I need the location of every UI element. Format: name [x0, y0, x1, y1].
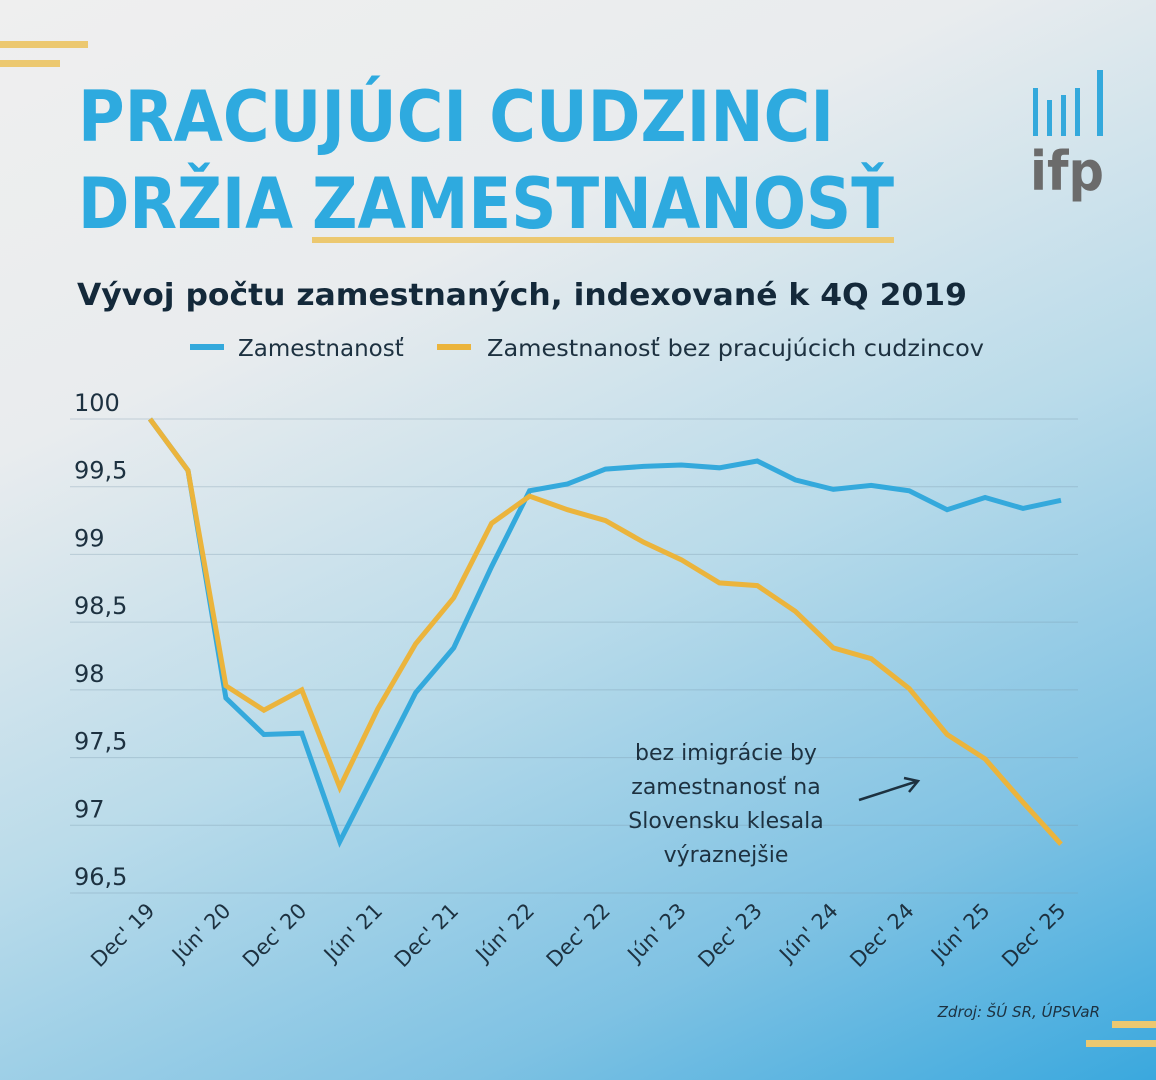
source-note: Zdroj: ŠÚ SR, ÚPSVaR: [937, 1002, 1100, 1021]
series-line-bez-cudzincov: [147, 417, 1063, 846]
x-tick-label: Dec' 23: [693, 899, 766, 972]
x-tick-label: Dec' 21: [390, 899, 463, 972]
x-tick-label: Jún' 25: [925, 899, 994, 968]
legend-swatch-blue: [190, 344, 224, 350]
arrow-icon: [858, 776, 921, 802]
title-line-1: PRACUJÚCI CUDZINCI: [78, 76, 834, 158]
svg-text:bez imigrácie by: bez imigrácie by: [635, 741, 817, 766]
x-tick-label: Dec' 25: [997, 899, 1070, 972]
gridlines: [70, 418, 1078, 894]
title-underline: [312, 237, 894, 243]
title-line-2b: ZAMESTNANOSŤ: [312, 163, 894, 245]
logo-text: ifp: [1030, 140, 1104, 203]
ifp-logo: ifp: [1030, 70, 1104, 203]
y-tick-label: 98,5: [74, 592, 127, 620]
y-tick-label: 97,5: [74, 728, 127, 756]
decor-bar: [0, 41, 88, 48]
plot-lines: [147, 417, 1063, 848]
x-tick-label: Jún' 24: [774, 899, 843, 968]
y-axis: 100 99,5 99 98,5 98 97,5 97 96,5: [74, 389, 127, 891]
y-tick-label: 100: [74, 389, 120, 417]
chart-title: Vývoj počtu zamestnaných, indexované k 4…: [77, 278, 967, 313]
legend-label-1: Zamestnanosť: [238, 336, 404, 362]
svg-text:zamestnanosť na: zamestnanosť na: [631, 775, 820, 800]
svg-text:Slovensku klesala: Slovensku klesala: [628, 809, 823, 834]
x-tick-label: Jún' 22: [470, 899, 539, 968]
x-tick-label: Dec' 19: [86, 899, 159, 972]
svg-text:výraznejšie: výraznejšie: [664, 843, 789, 868]
x-tick-label: Jún' 21: [318, 899, 387, 968]
title-line-2a: DRŽIA: [78, 163, 293, 245]
x-tick-label: Dec' 24: [845, 899, 918, 972]
decor-bar: [1086, 1040, 1156, 1047]
legend: Zamestnanosť Zamestnanosť bez pracujúcic…: [190, 336, 984, 362]
x-axis: Dec' 19 Jún' 20 Dec' 20 Jún' 21 Dec' 21 Jún' …: [86, 899, 1070, 972]
y-tick-label: 99,5: [74, 457, 127, 485]
decor-bar: [1112, 1021, 1156, 1028]
x-tick-label: Jún' 20: [166, 899, 235, 968]
y-tick-label: 99: [74, 524, 105, 552]
y-tick-label: 97: [74, 795, 105, 823]
x-tick-label: Dec' 22: [542, 899, 615, 972]
y-tick-label: 96,5: [74, 863, 127, 891]
legend-swatch-orange: [437, 344, 471, 350]
series-line-zamestnanost: [147, 417, 1062, 848]
decor-bar: [0, 60, 60, 67]
legend-label-2: Zamestnanosť bez pracujúcich cudzincov: [487, 336, 984, 362]
x-tick-label: Dec' 20: [238, 899, 311, 972]
x-tick-label: Jún' 23: [622, 899, 691, 968]
annotation: bez imigrácie by zamestnanosť na Slovens…: [628, 741, 921, 868]
y-tick-label: 98: [74, 660, 105, 688]
